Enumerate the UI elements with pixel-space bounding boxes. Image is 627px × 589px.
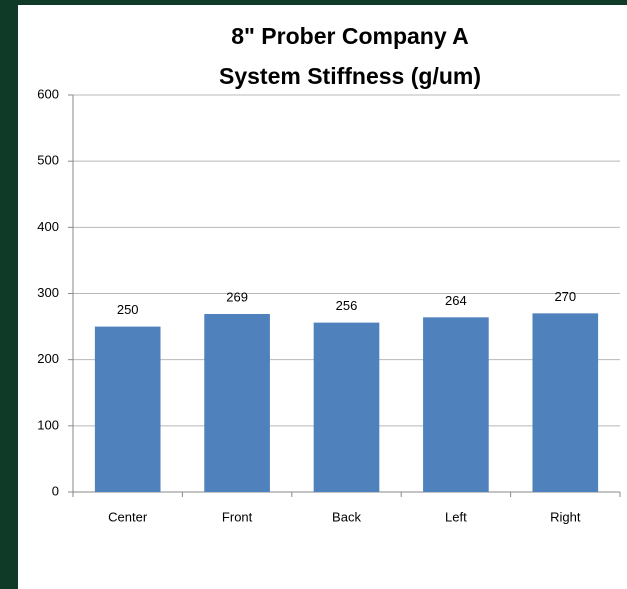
y-tick-label: 600 — [37, 86, 59, 101]
x-tick-label: Back — [332, 509, 361, 524]
data-label: 250 — [117, 302, 139, 317]
y-tick-label: 200 — [37, 351, 59, 366]
x-tick-label: Left — [445, 509, 467, 524]
chart-title: System Stiffness (g/um) — [219, 63, 481, 89]
data-label: 264 — [445, 293, 467, 308]
chart-area — [18, 5, 627, 589]
y-tick-label: 0 — [52, 483, 59, 498]
chart-title: 8" Prober Company A — [231, 23, 469, 49]
data-label: 256 — [336, 298, 358, 313]
x-tick-label: Right — [550, 509, 581, 524]
x-tick-label: Center — [108, 509, 148, 524]
bar — [94, 326, 161, 492]
y-tick-label: 500 — [37, 153, 59, 168]
x-tick-label: Front — [222, 509, 253, 524]
y-tick-label: 100 — [37, 417, 59, 432]
bar — [204, 314, 270, 492]
data-label: 270 — [554, 289, 576, 304]
y-tick-label: 300 — [37, 285, 59, 300]
bar — [423, 317, 489, 492]
y-tick-label: 400 — [37, 219, 59, 234]
bar — [532, 313, 599, 492]
data-label: 269 — [226, 289, 248, 304]
bar — [313, 322, 380, 492]
